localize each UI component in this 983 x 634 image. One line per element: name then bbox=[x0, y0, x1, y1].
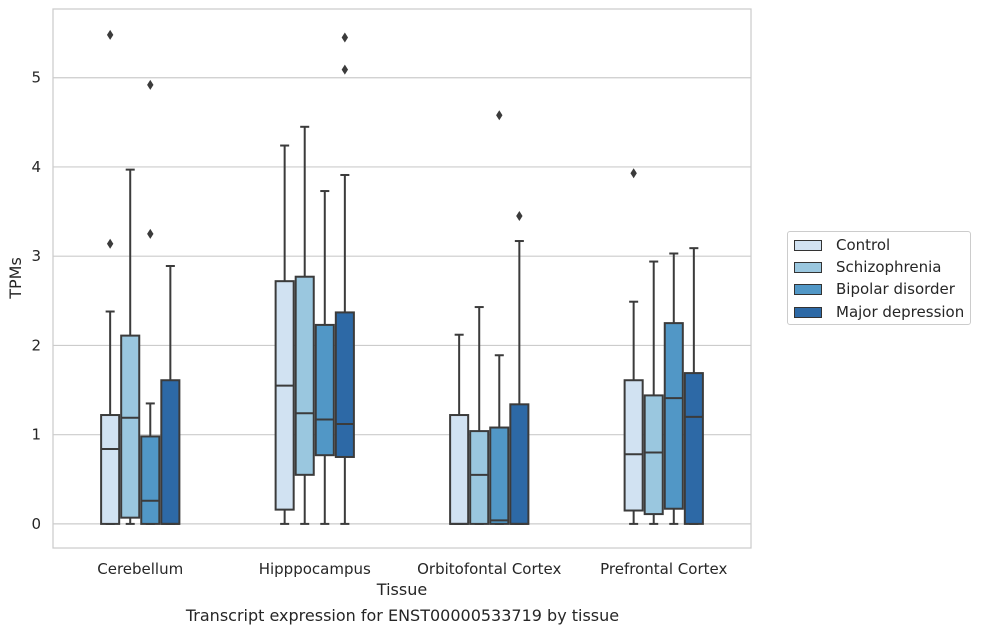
box-4-2-box bbox=[643, 394, 664, 516]
box-1-1 bbox=[100, 29, 121, 525]
box-1-2 bbox=[120, 168, 141, 525]
chart-caption: Transcript expression for ENST0000053371… bbox=[185, 606, 620, 625]
legend-item-schizophrenia: Schizophrenia bbox=[794, 257, 941, 277]
box-1-4-box bbox=[160, 379, 181, 525]
box-2-2-box bbox=[294, 275, 315, 476]
box-1-1-outlier-1 bbox=[106, 238, 114, 249]
box-4-1 bbox=[623, 168, 644, 525]
legend-label-control: Control bbox=[836, 236, 891, 254]
legend-swatch-schizophrenia bbox=[794, 261, 822, 273]
legend-label-bipolar-disorder: Bipolar disorder bbox=[836, 280, 955, 298]
y-axis-label: TPMs bbox=[6, 257, 25, 300]
box-2-1 bbox=[274, 144, 295, 525]
box-1-1-box bbox=[100, 414, 121, 525]
box-1-3-box bbox=[140, 435, 161, 525]
box-1-3 bbox=[140, 79, 161, 525]
y-tick-label-2: 2 bbox=[31, 336, 41, 354]
box-3-3-box bbox=[489, 426, 510, 525]
box-groups bbox=[100, 29, 704, 525]
box-2-4-box bbox=[334, 311, 355, 458]
box-3-1 bbox=[449, 333, 470, 525]
box-3-3 bbox=[489, 110, 510, 525]
legend-label-major-depression: Major depression bbox=[836, 303, 965, 321]
box-2-4 bbox=[334, 32, 355, 525]
box-3-4 bbox=[509, 211, 530, 525]
box-2-3-box bbox=[314, 323, 335, 457]
box-2-2 bbox=[294, 125, 315, 525]
box-3-4-box bbox=[509, 403, 530, 525]
legend-item-bipolar-disorder: Bipolar disorder bbox=[794, 279, 955, 299]
y-tick-label-0: 0 bbox=[31, 515, 41, 533]
box-3-3-outlier-1 bbox=[496, 110, 503, 121]
plot-area-border bbox=[52, 8, 752, 549]
box-1-3-outlier-2 bbox=[147, 79, 154, 90]
box-3-2-box bbox=[469, 430, 490, 525]
box-2-4-outlier-2 bbox=[341, 32, 349, 43]
legend-label-schizophrenia: Schizophrenia bbox=[836, 258, 942, 276]
box-2-4-outlier-1 bbox=[341, 64, 349, 75]
box-4-4-box bbox=[683, 372, 704, 525]
box-1-1-outlier-2 bbox=[106, 29, 114, 40]
y-tick-label-4: 4 bbox=[31, 158, 41, 176]
legend: Control Schizophrenia Bipolar disorder M… bbox=[787, 231, 971, 325]
box-1-2-box bbox=[120, 334, 141, 519]
y-tick-label-5: 5 bbox=[31, 69, 41, 87]
y-tick-label-3: 3 bbox=[31, 247, 41, 265]
x-tick-label-4: Prefrontal Cortex bbox=[600, 560, 727, 578]
legend-swatch-bipolar-disorder bbox=[794, 283, 822, 295]
box-4-4 bbox=[683, 247, 704, 525]
legend-item-major-depression: Major depression bbox=[794, 302, 964, 322]
x-tick-label-1: Cerebellum bbox=[97, 560, 183, 578]
legend-swatch-major-depression bbox=[794, 306, 822, 318]
box-2-1-box bbox=[274, 280, 295, 511]
box-1-3-outlier-1 bbox=[147, 228, 154, 239]
box-3-4-outlier-1 bbox=[516, 211, 523, 222]
box-4-3 bbox=[663, 252, 684, 525]
x-tick-labels: Cerebellum Hipppocampus Orbitofontal Corte… bbox=[97, 560, 727, 578]
box-2-3 bbox=[314, 190, 335, 525]
legend-swatch-control bbox=[794, 239, 822, 251]
x-axis-label: Tissue bbox=[376, 580, 427, 599]
box-4-3-box bbox=[663, 322, 684, 510]
y-tick-labels: 0 1 2 3 4 5 bbox=[31, 69, 41, 533]
x-tick-label-3: Orbitofontal Cortex bbox=[417, 560, 561, 578]
x-tick-label-2: Hipppocampus bbox=[259, 560, 371, 578]
box-3-2 bbox=[469, 306, 490, 525]
box-1-4 bbox=[160, 265, 181, 525]
box-4-2 bbox=[643, 260, 664, 525]
box-4-1-outlier-1 bbox=[630, 168, 637, 179]
legend-item-control: Control bbox=[794, 235, 890, 255]
box-3-1-box bbox=[449, 414, 470, 525]
y-tick-label-1: 1 bbox=[31, 426, 41, 444]
box-4-1-box bbox=[623, 379, 644, 512]
